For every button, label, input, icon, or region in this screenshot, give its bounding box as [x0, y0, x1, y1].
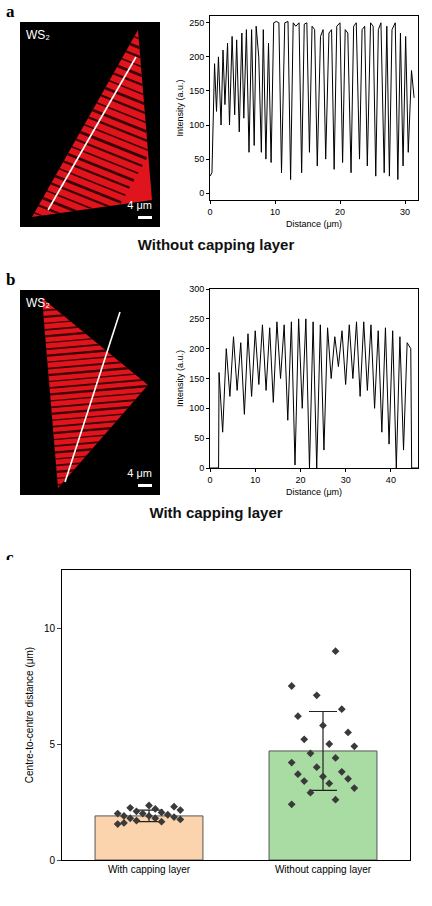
html-text:Without capping layer: Without capping layer — [137, 236, 295, 253]
html-text:b: b — [6, 270, 16, 289]
svg-text:Centre-to-centre distance (μm): Centre-to-centre distance (μm) — [24, 647, 35, 783]
svg-text:150: 150 — [189, 86, 204, 96]
html-text:With capping layer: With capping layer — [149, 504, 283, 521]
svg-text:0: 0 — [207, 207, 212, 217]
svg-text:30: 30 — [400, 207, 410, 217]
svg-text:Distance (μm): Distance (μm) — [286, 219, 342, 229]
svg-text:0: 0 — [49, 855, 55, 866]
svg-text:Without capping layer: Without capping layer — [275, 864, 372, 875]
svg-text:10: 10 — [250, 475, 260, 485]
svg-text:200: 200 — [189, 52, 204, 62]
svg-text:10: 10 — [44, 623, 56, 634]
svg-text:Distance (μm): Distance (μm) — [286, 487, 342, 497]
svg-text:50: 50 — [194, 433, 204, 443]
svg-text:200: 200 — [189, 344, 204, 354]
svg-text:20: 20 — [335, 207, 345, 217]
svg-text:50: 50 — [194, 154, 204, 164]
svg-text:100: 100 — [189, 120, 204, 130]
svg-text:40: 40 — [386, 475, 396, 485]
svg-text:0: 0 — [207, 475, 212, 485]
svg-text:150: 150 — [189, 374, 204, 384]
svg-text:4 μm: 4 μm — [127, 199, 152, 211]
svg-text:Intensity (a.u.): Intensity (a.u.) — [175, 79, 185, 136]
svg-text:30: 30 — [341, 475, 351, 485]
svg-text:WS₂: WS₂ — [26, 28, 50, 42]
svg-text:10: 10 — [270, 207, 280, 217]
svg-text:100: 100 — [189, 403, 204, 413]
svg-text:20: 20 — [295, 475, 305, 485]
svg-text:250: 250 — [189, 18, 204, 28]
svg-text:4 μm: 4 μm — [127, 467, 152, 479]
svg-text:300: 300 — [189, 284, 204, 294]
svg-text:0: 0 — [199, 188, 204, 198]
svg-text:Intensity (a.u.): Intensity (a.u.) — [175, 350, 185, 407]
svg-text:With capping layer: With capping layer — [108, 864, 191, 875]
svg-text:WS₂: WS₂ — [26, 296, 50, 310]
html-text:a: a — [6, 2, 15, 21]
svg-text:250: 250 — [189, 314, 204, 324]
svg-text:5: 5 — [49, 739, 55, 750]
svg-text:0: 0 — [199, 463, 204, 473]
html-text:c: c — [6, 548, 14, 567]
